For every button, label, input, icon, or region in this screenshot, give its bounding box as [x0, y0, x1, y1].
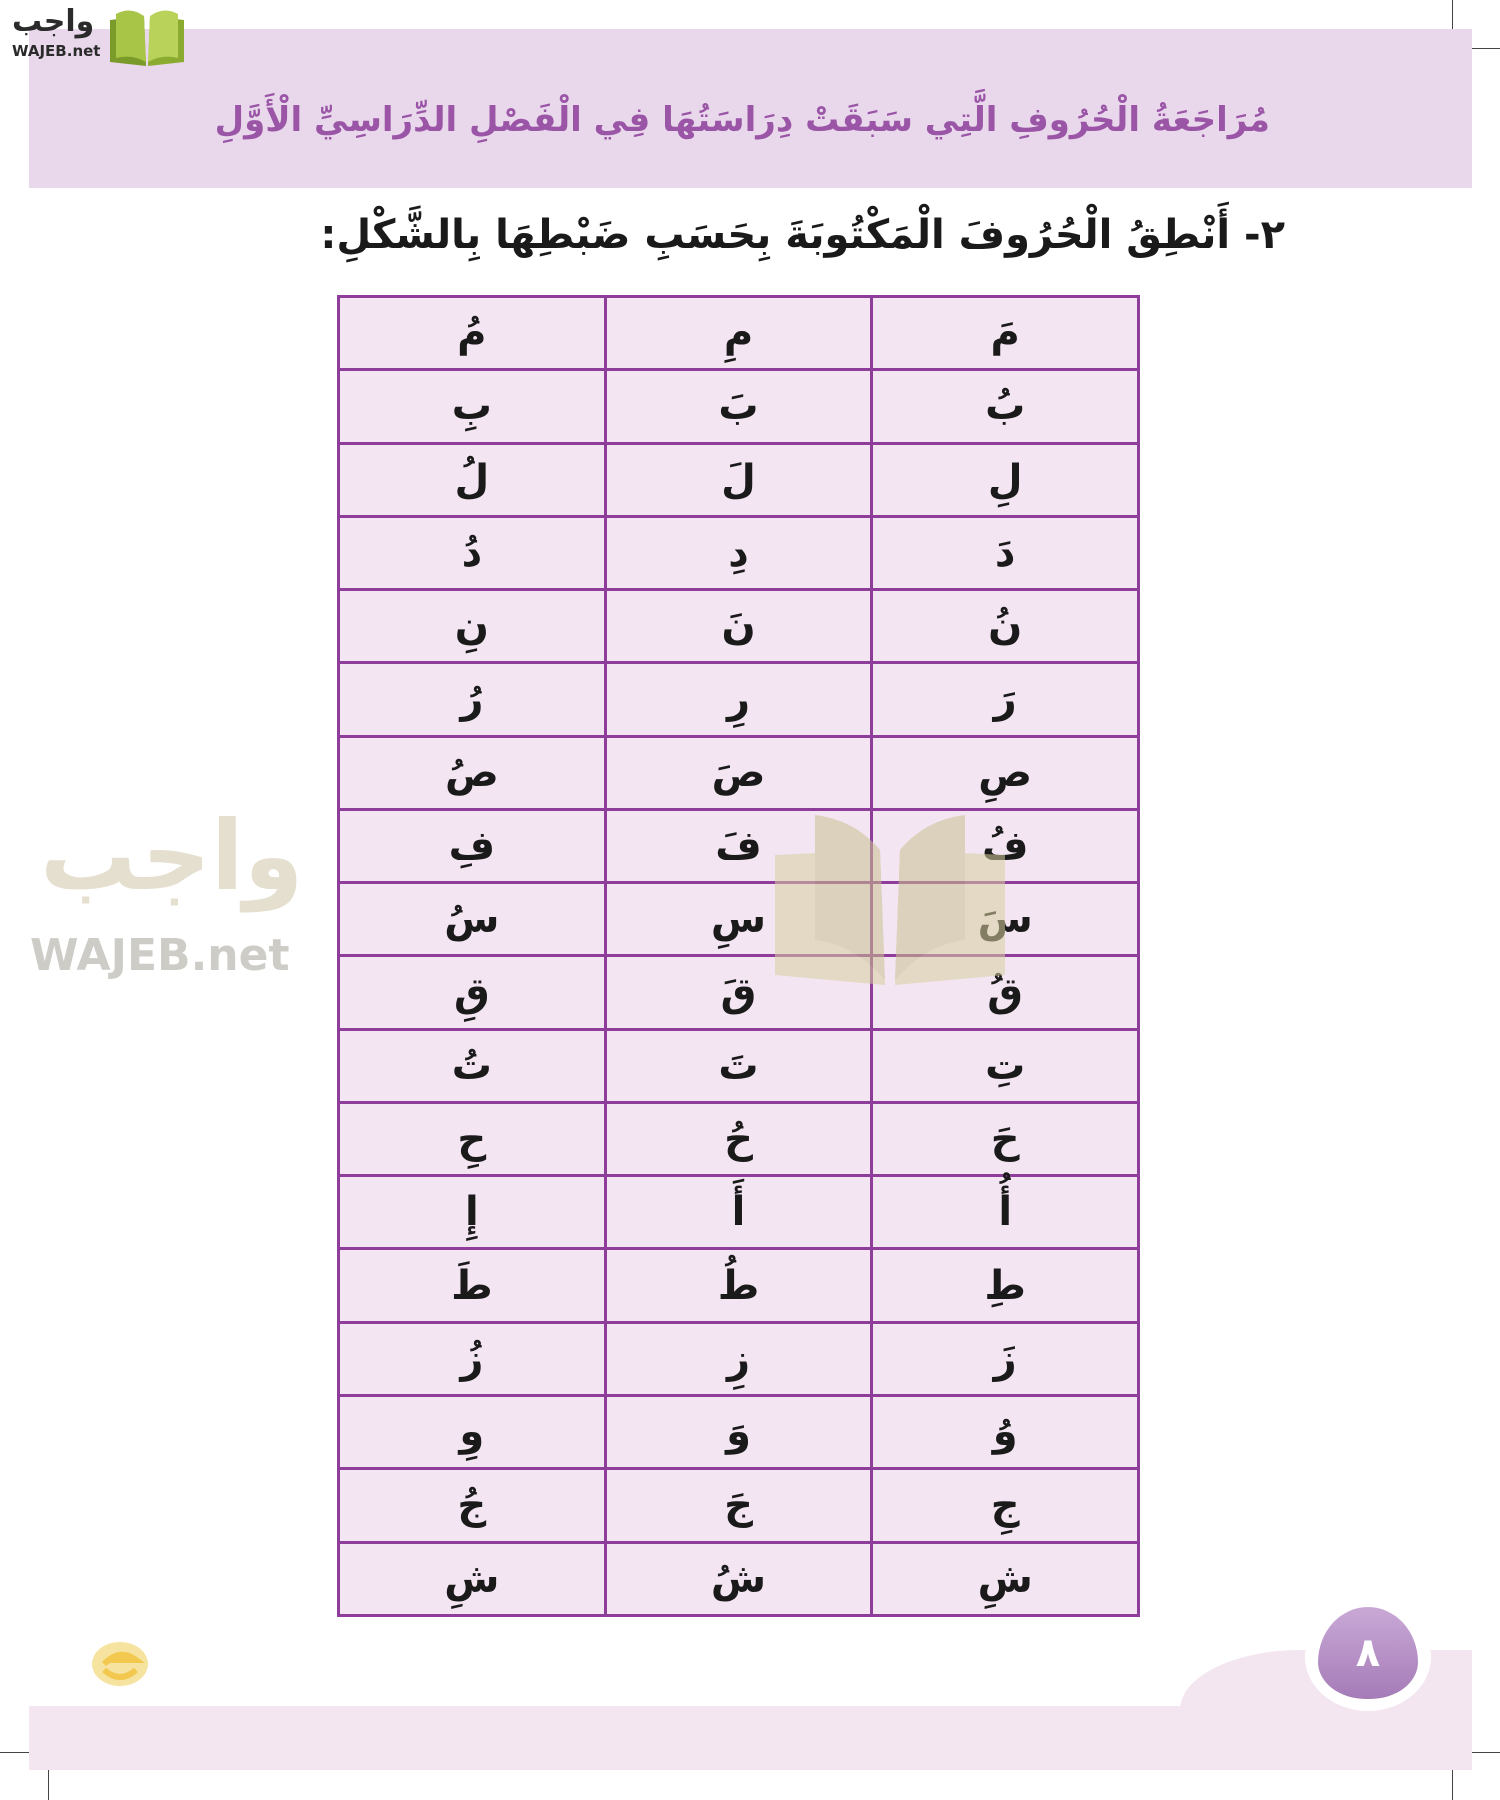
letter-cell: تِ [870, 1027, 1140, 1104]
table-row: صِ صَ صُ [337, 734, 1140, 811]
crop-mark [1452, 1770, 1453, 1800]
letter-cell: زَ [870, 1320, 1140, 1397]
letter-cell: جِ [870, 1467, 1140, 1544]
letter-cell: قُ [870, 954, 1140, 1031]
letter-cell: نِ [337, 588, 607, 665]
letter-cell: دَ [870, 514, 1140, 592]
letter-cell: وُ [870, 1393, 1140, 1471]
letter-cell: جَ [603, 1467, 874, 1544]
letter-cell: نُ [870, 588, 1140, 665]
letter-cell: وَ [603, 1393, 874, 1471]
crop-mark [1452, 0, 1453, 30]
letter-cell: شُ [603, 1540, 874, 1618]
table-row: سَ سِ سُ [337, 881, 1140, 958]
letter-cell: طِ [870, 1247, 1140, 1324]
letter-cell: صُ [337, 734, 607, 811]
letter-cell: دِ [603, 514, 874, 592]
book-icon [110, 10, 184, 66]
letter-cell: شِ [870, 1540, 1140, 1618]
table-row: شِ شُ شِ [337, 1540, 1140, 1618]
table-row: جِ جَ جُ [337, 1467, 1140, 1544]
letter-cell: قِ [337, 954, 607, 1031]
letter-cell: تُ [337, 1027, 607, 1104]
table-row: دَ دِ دُ [337, 514, 1140, 592]
footer-band [29, 1706, 1472, 1770]
crop-mark [1470, 48, 1500, 49]
letter-cell: لِ [870, 441, 1140, 518]
table-row: حَ حُ حِ [337, 1100, 1140, 1178]
table-row: أُ أَ إِ [337, 1174, 1140, 1251]
publisher-logo-icon [92, 1642, 148, 1686]
letter-cell: رُ [337, 661, 607, 738]
letters-table: مَ مِ مُ بُ بَ بِ لِ لَ لُ دَ دِ دُ نُ نَ نِ رَ رِ رُ صِ صَ… [337, 294, 1140, 1618]
letter-cell: شِ [337, 1540, 607, 1618]
letter-cell: نَ [603, 588, 874, 665]
exercise-instruction: ٢- أَنْطِقُ الْحُرُوفَ الْمَكْتُوبَةَ بِ… [320, 212, 1285, 258]
letter-cell: أُ [870, 1174, 1140, 1251]
letter-cell: أَ [603, 1174, 874, 1251]
letter-cell: طَ [337, 1247, 607, 1324]
watermark-arabic: واجب [40, 800, 304, 912]
letter-cell: حَ [870, 1100, 1140, 1178]
letter-cell: لُ [337, 441, 607, 518]
page-number: ٨ [1318, 1607, 1418, 1699]
letter-cell: فِ [337, 807, 607, 885]
letter-cell: بُ [870, 368, 1140, 445]
table-row: طِ طُ طَ [337, 1247, 1140, 1324]
letter-cell: صَ [603, 734, 874, 811]
letter-cell: سُ [337, 881, 607, 958]
table-row: لِ لَ لُ [337, 441, 1140, 518]
letter-cell: فَ [603, 807, 874, 885]
crop-mark [48, 1770, 49, 1800]
letter-cell: رِ [603, 661, 874, 738]
table-row: فُ فَ فِ [337, 807, 1140, 885]
logo-latin: WAJEB.net [12, 42, 101, 60]
letter-cell: جُ [337, 1467, 607, 1544]
table-row: نُ نَ نِ [337, 588, 1140, 665]
table-row: مَ مِ مُ [337, 294, 1140, 372]
header-band [29, 29, 1472, 188]
letter-cell: بَ [603, 368, 874, 445]
letter-cell: دُ [337, 514, 607, 592]
letter-cell: بِ [337, 368, 607, 445]
letter-cell: لَ [603, 441, 874, 518]
page-title: مُرَاجَعَةُ الْحُرُوفِ الَّتِي سَبَقَتْ … [214, 100, 1270, 140]
letter-cell: سَ [870, 881, 1140, 958]
letter-cell: زِ [603, 1320, 874, 1397]
letter-cell: صِ [870, 734, 1140, 811]
crop-mark [0, 1752, 30, 1753]
table-row: رَ رِ رُ [337, 661, 1140, 738]
letter-cell: إِ [337, 1174, 607, 1251]
letter-cell: تَ [603, 1027, 874, 1104]
letter-cell: رَ [870, 661, 1140, 738]
table-row: قُ قَ قِ [337, 954, 1140, 1031]
letter-cell: فُ [870, 807, 1140, 885]
letter-cell: زُ [337, 1320, 607, 1397]
letter-cell: قَ [603, 954, 874, 1031]
logo-arabic: واجب [12, 4, 95, 39]
table-row: بُ بَ بِ [337, 368, 1140, 445]
crop-mark [1470, 1752, 1500, 1753]
letter-cell: سِ [603, 881, 874, 958]
watermark-latin: WAJEB.net [30, 930, 290, 981]
letter-cell: مَ [870, 294, 1140, 372]
letter-cell: مُ [337, 294, 607, 372]
letter-cell: حِ [337, 1100, 607, 1178]
table-row: وُ وَ وِ [337, 1393, 1140, 1471]
letter-cell: وِ [337, 1393, 607, 1471]
letter-cell: طُ [603, 1247, 874, 1324]
table-row: تِ تَ تُ [337, 1027, 1140, 1104]
table-row: زَ زِ زُ [337, 1320, 1140, 1397]
letter-cell: مِ [603, 294, 874, 372]
letter-cell: حُ [603, 1100, 874, 1178]
